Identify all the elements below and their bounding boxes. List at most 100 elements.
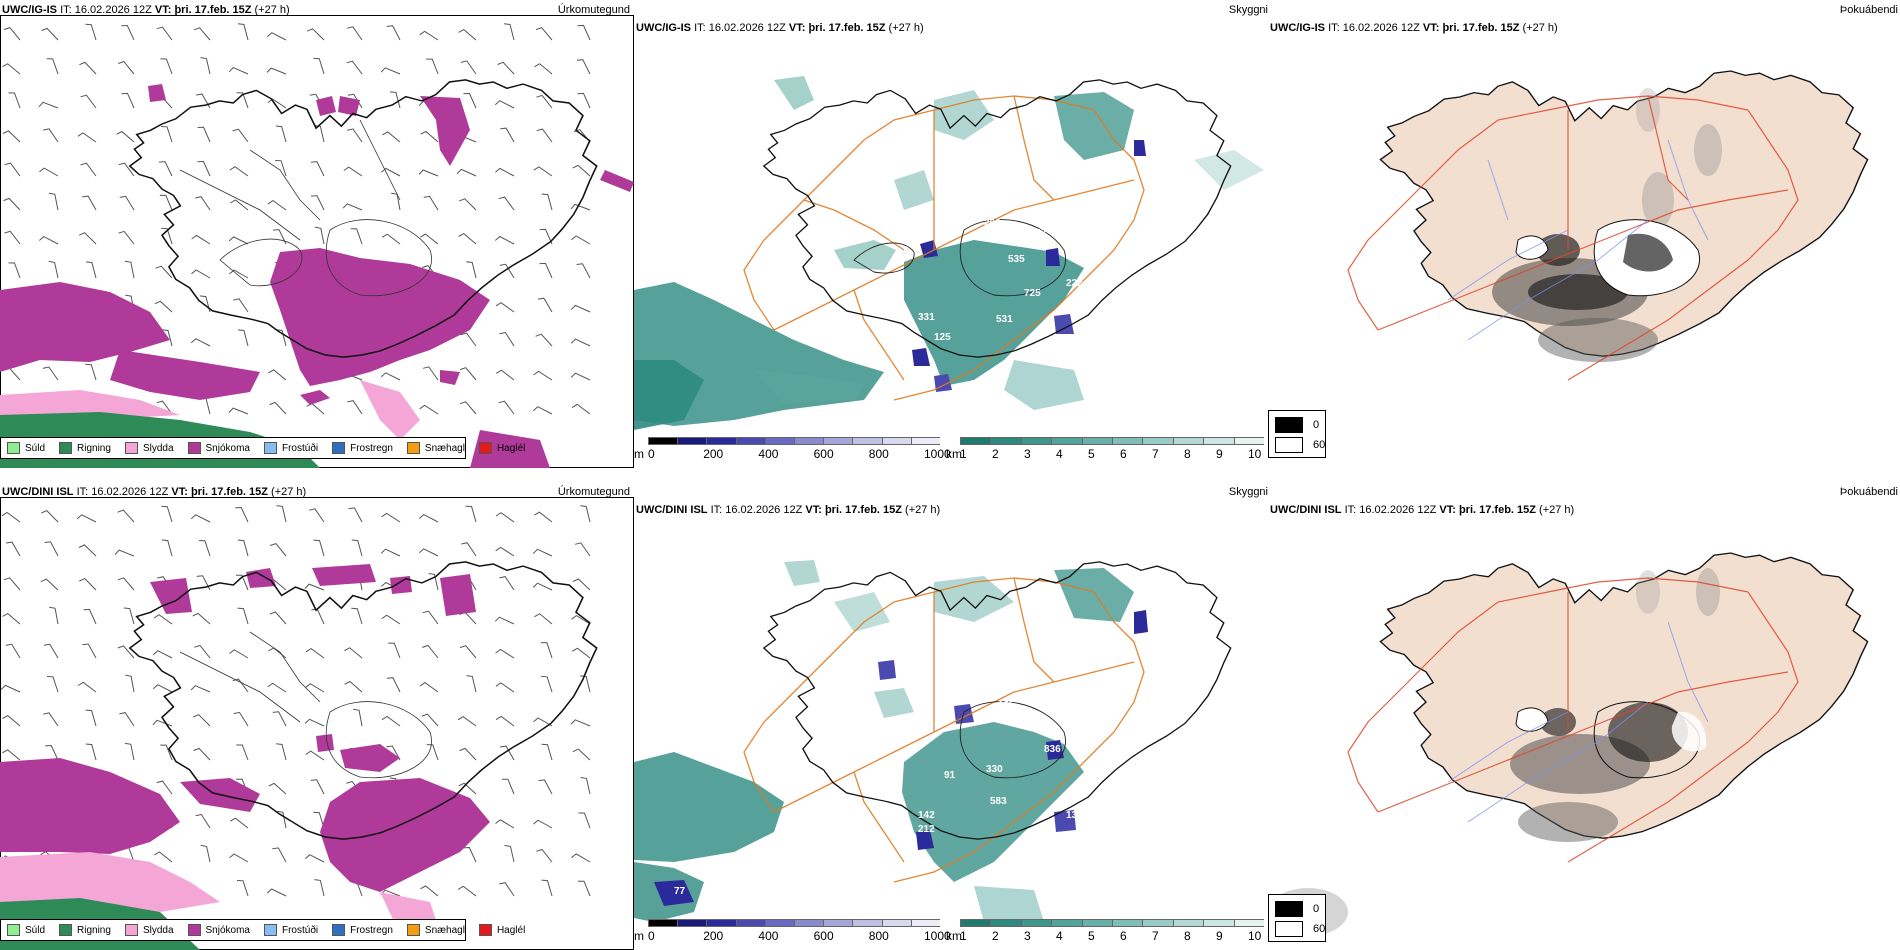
colorbar-segment [677, 437, 707, 445]
wind-barb [85, 363, 97, 381]
wind-barb [532, 548, 553, 557]
wind-barb [229, 817, 249, 829]
cloud-base-value: 333 [884, 582, 901, 593]
wind-barb [197, 126, 211, 143]
colorbar-tick: 5 [1088, 929, 1095, 943]
wind-barb [79, 61, 97, 75]
colorbar-segment [1233, 437, 1264, 445]
wind-barb [46, 58, 59, 75]
wind-barb [497, 61, 515, 75]
wind-barb [82, 195, 97, 211]
wind-barb [535, 333, 553, 347]
wind-barb [351, 607, 363, 625]
wind-barb [459, 367, 477, 381]
wind-barb [8, 92, 21, 109]
colorbar-tick: 1000 [924, 929, 951, 943]
visibility-map-top: 488 154 891 230 263 147 535 725 222 135 531 331 125 [634, 76, 1264, 430]
colorbar-segment [1203, 919, 1234, 927]
visibility-colorbar-bottom: km 1 2 3 4 5 6 7 8 9 10 [946, 919, 1268, 945]
legend-item-frostudi: Frostúði [263, 442, 318, 454]
wind-barb [154, 300, 173, 313]
cloud-base-value: 135 [1068, 296, 1085, 307]
wind-barb [386, 677, 401, 693]
wind-barb [418, 548, 439, 557]
wind-barb [275, 159, 287, 177]
wind-barb [498, 196, 515, 211]
wind-barb [498, 400, 515, 415]
wind-barb [580, 505, 591, 523]
wind-barb [499, 263, 515, 279]
wind-barb [114, 549, 135, 557]
wind-barb [233, 711, 249, 727]
cloud-base-value: 212 [918, 824, 935, 835]
wind-barb [44, 541, 59, 557]
colorbar-tick: 10 [1248, 929, 1262, 943]
wind-barb [200, 57, 211, 75]
wind-barb [83, 608, 97, 625]
wind-barb [428, 573, 439, 591]
colorbar-tick: 4 [1056, 929, 1063, 943]
panel-header-top-fog: UWC/IG-IS IT: 16.02.2026 12Z VT: þri. 17… [1270, 22, 1558, 34]
wind-barb [124, 260, 135, 279]
wind-barb [420, 130, 439, 143]
cloud-base-value: 488 [884, 104, 901, 115]
wind-barb [571, 403, 591, 415]
wind-barb [533, 370, 553, 381]
cloud-base-value: 330 [986, 764, 1003, 775]
cloud-base-value: 725 [1024, 288, 1041, 299]
colorbar-unit: km [946, 447, 962, 461]
wind-barb [456, 168, 477, 177]
wind-barb [495, 167, 515, 177]
wind-barb [541, 743, 553, 761]
low-vis-area-central-bottom [902, 722, 1084, 882]
wind-barb [191, 234, 211, 245]
wind-barb [382, 131, 401, 143]
wind-barb [310, 195, 325, 211]
wind-barb [500, 127, 515, 143]
snow-area-west [0, 282, 170, 372]
colorbar-segment [1172, 919, 1204, 927]
wind-barb [305, 647, 325, 659]
wind-barb [2, 63, 21, 75]
wind-barb [344, 647, 363, 659]
wind-barb [2, 130, 21, 143]
wind-barb [380, 67, 401, 75]
wind-barb [85, 743, 97, 761]
colorbar-tick: 7 [1152, 929, 1159, 943]
wind-barb [459, 611, 477, 625]
precip-map-bottom [0, 497, 634, 950]
wind-barb [533, 717, 553, 727]
colorbar-tick: 1 [960, 447, 967, 461]
legend-item-frostregn: Frostregn [332, 442, 393, 454]
fog-map-bottom [1268, 552, 1869, 936]
colorbar-unit: m [634, 929, 644, 943]
wind-barb [230, 199, 249, 211]
colorbar-segment [960, 919, 991, 927]
wind-barb [237, 23, 249, 41]
panel-header-bottom-visibility: UWC/DINI ISL IT: 16.02.2026 12Z VT: þri.… [636, 504, 941, 516]
colorbar-segment [1020, 437, 1052, 445]
wind-barb [161, 505, 173, 523]
wind-barb [156, 780, 173, 795]
wind-barb [40, 578, 59, 591]
wind-barb [347, 93, 363, 109]
wind-barb [418, 513, 439, 523]
precip-legend-top: Súld Rigning Slydda Snjókoma Frostúði Fr… [0, 437, 525, 459]
wind-barb [237, 607, 249, 625]
wind-barb [458, 782, 477, 795]
wind-barb [275, 125, 287, 143]
cloud-base-value: 138 [914, 688, 931, 699]
wind-barb [389, 91, 401, 109]
wind-barb [192, 612, 211, 625]
colorbar-segment [881, 919, 911, 927]
wind-barb [534, 63, 553, 75]
wind-barb [5, 643, 21, 659]
wind-barb [495, 715, 515, 727]
wind-barb [495, 512, 515, 523]
cloud-base-value: 331 [918, 312, 935, 323]
cloud-base-value: 222 [1066, 278, 1083, 289]
colorbar-segment [1020, 919, 1052, 927]
precip-title-top: Úrkomutegund [557, 4, 630, 16]
wind-barb [423, 195, 439, 211]
cloud-base-value: 531 [996, 314, 1013, 325]
